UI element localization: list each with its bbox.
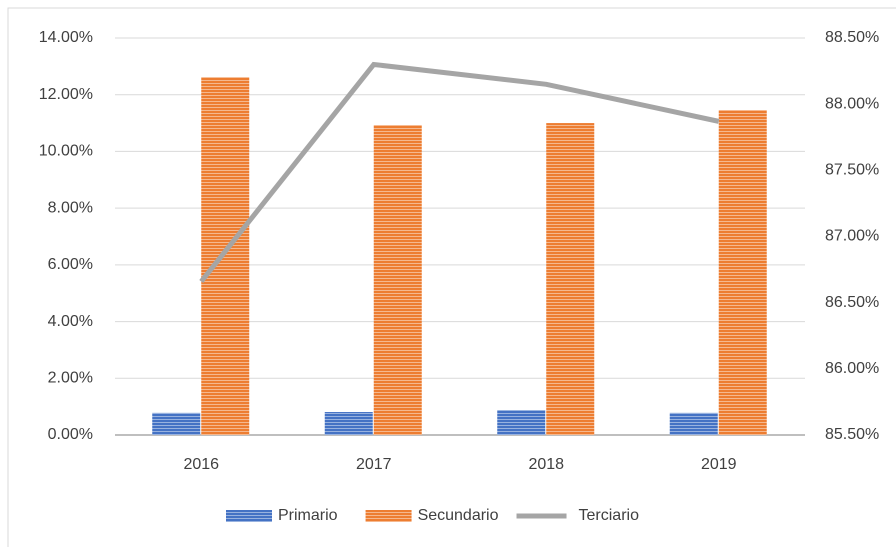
bar bbox=[324, 412, 373, 435]
legend-label: Primario bbox=[278, 507, 338, 524]
bar bbox=[373, 125, 422, 435]
bar bbox=[152, 412, 201, 435]
y-tick-label: 10.00% bbox=[39, 143, 93, 160]
y2-tick-label: 87.50% bbox=[825, 162, 879, 179]
legend-label: Terciario bbox=[579, 507, 640, 524]
legend-swatch bbox=[365, 510, 412, 522]
y-tick-label: 14.00% bbox=[39, 29, 93, 46]
y-tick-label: 12.00% bbox=[39, 86, 93, 103]
y-tick-label: 8.00% bbox=[48, 199, 93, 216]
y2-tick-label: 88.50% bbox=[825, 29, 879, 46]
x-tick-label: 2019 bbox=[701, 456, 737, 473]
y2-tick-label: 87.00% bbox=[825, 228, 879, 245]
bar bbox=[718, 110, 767, 435]
chart-border bbox=[7, 7, 896, 552]
y-tick-label: 0.00% bbox=[48, 426, 93, 443]
bar bbox=[201, 77, 250, 435]
legend-label: Secundario bbox=[418, 507, 499, 524]
bar bbox=[669, 412, 718, 435]
x-tick-label: 2016 bbox=[183, 456, 219, 473]
y2-tick-label: 85.50% bbox=[825, 426, 879, 443]
y-tick-label: 4.00% bbox=[48, 313, 93, 330]
bar bbox=[497, 410, 546, 435]
bar bbox=[546, 123, 595, 436]
y-tick-label: 2.00% bbox=[48, 370, 93, 387]
x-tick-label: 2018 bbox=[528, 456, 564, 473]
y-tick-label: 6.00% bbox=[48, 256, 93, 273]
legend-swatch bbox=[226, 510, 272, 522]
line bbox=[199, 61, 720, 284]
x-tick-label: 2017 bbox=[356, 456, 392, 473]
y2-tick-label: 86.50% bbox=[825, 294, 879, 311]
y2-tick-label: 86.00% bbox=[825, 360, 879, 377]
y2-tick-label: 88.00% bbox=[825, 95, 879, 112]
